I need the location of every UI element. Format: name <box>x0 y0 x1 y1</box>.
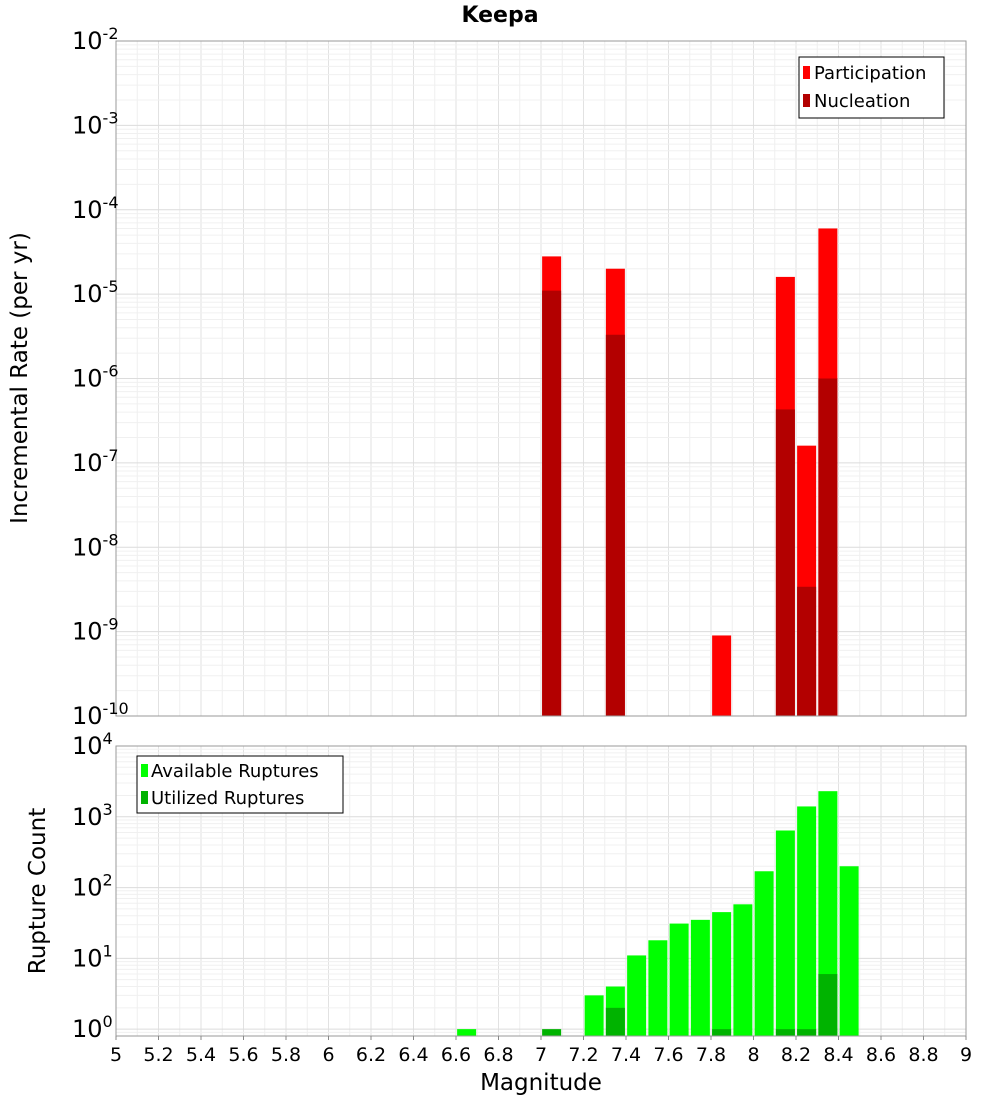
available-ruptures-bar <box>669 923 689 1036</box>
count-y-tick-label: 103 <box>72 800 113 831</box>
x-tick-label: 5.6 <box>228 1044 258 1066</box>
participation-legend-label: Participation <box>814 63 926 84</box>
utilized-ruptures-bar <box>775 1029 795 1036</box>
utilized-ruptures-bar <box>542 1029 562 1036</box>
available-ruptures-bar <box>457 1029 477 1036</box>
rate-y-tick-label: 10-10 <box>72 699 129 730</box>
available-ruptures-bar <box>733 904 753 1036</box>
available-legend-label: Available Ruptures <box>151 761 319 782</box>
count-y-ticks: 100 101 102 103 104 <box>72 729 113 1043</box>
rate-y-tick-label: 10-5 <box>72 277 119 308</box>
rate-bars <box>542 228 838 716</box>
x-tick-label: 6 <box>322 1044 334 1066</box>
available-ruptures-bar <box>839 866 859 1036</box>
x-axis-label: Magnitude <box>480 1070 602 1096</box>
rate-y-ticks: 10-10 10-9 10-8 10-7 10-6 10-5 10-4 10-3 10-2 <box>72 24 129 730</box>
x-tick-label: 8 <box>747 1044 759 1066</box>
nucleation-bar <box>797 586 817 716</box>
rate-y-tick-label: 10-2 <box>72 24 119 55</box>
count-y-tick-label: 101 <box>72 941 113 972</box>
nucleation-bar <box>775 409 795 716</box>
count-legend-box <box>136 755 344 814</box>
x-tick-label: 9 <box>960 1044 972 1066</box>
count-panel: 100 101 102 103 104 Rupture Count Available … <box>25 729 967 1043</box>
x-tick-label: 6.2 <box>356 1044 386 1066</box>
rate-y-tick-label: 10-8 <box>72 530 119 561</box>
rate-y-tick-label: 10-6 <box>72 362 119 393</box>
participation-bar <box>712 635 732 716</box>
x-tick-label: 7.2 <box>568 1044 598 1066</box>
x-tick-label: 8.2 <box>781 1044 811 1066</box>
x-tick-label: 8.6 <box>866 1044 896 1066</box>
available-ruptures-bar <box>584 995 604 1036</box>
utilized-ruptures-bar <box>712 1029 732 1036</box>
available-ruptures-bar <box>712 912 732 1036</box>
rate-legend-box <box>798 56 945 119</box>
x-tick-label: 5.8 <box>271 1044 301 1066</box>
x-tick-label: 8.4 <box>823 1044 853 1066</box>
count-y-axis-label: Rupture Count <box>25 808 51 974</box>
nucleation-legend-label: Nucleation <box>814 91 910 112</box>
chart-title: Keepa <box>461 3 538 28</box>
nucleation-bar <box>542 290 562 716</box>
nucleation-bar <box>605 334 625 716</box>
utilized-legend-label: Utilized Ruptures <box>151 788 304 809</box>
utilized-legend-swatch <box>141 791 148 804</box>
count-y-tick-label: 102 <box>72 871 113 902</box>
rate-legend: Participation Nucleation <box>798 56 945 119</box>
available-ruptures-bar <box>754 871 774 1036</box>
x-tick-label: 7.6 <box>653 1044 683 1066</box>
x-tick-label: 5.4 <box>186 1044 216 1066</box>
count-y-tick-label: 104 <box>72 729 113 760</box>
available-ruptures-bar <box>690 919 710 1036</box>
x-tick-label: 6.6 <box>441 1044 471 1066</box>
x-tick-label: 7 <box>535 1044 547 1066</box>
rate-grid <box>115 40 967 717</box>
nucleation-bar <box>818 378 838 716</box>
available-ruptures-bar <box>648 940 668 1036</box>
available-ruptures-bar <box>627 955 647 1036</box>
count-bars <box>457 791 859 1036</box>
x-tick-label: 5.2 <box>143 1044 173 1066</box>
x-tick-label: 7.8 <box>696 1044 726 1066</box>
x-tick-label: 7.4 <box>611 1044 641 1066</box>
x-tick-label: 6.4 <box>398 1044 428 1066</box>
rate-y-tick-label: 10-3 <box>72 108 119 139</box>
rate-y-tick-label: 10-4 <box>72 193 119 224</box>
count-y-tick-label: 100 <box>72 1012 113 1043</box>
rate-panel: 10-10 10-9 10-8 10-7 10-6 10-5 10-4 10-3 10-2 In… <box>7 24 967 730</box>
count-legend: Available Ruptures Utilized Ruptures <box>136 755 344 814</box>
participation-legend-swatch <box>803 66 810 79</box>
rate-y-tick-label: 10-9 <box>72 615 119 646</box>
x-tick-label: 5 <box>110 1044 122 1066</box>
rate-plot-border <box>115 40 967 717</box>
nucleation-legend-swatch <box>803 94 810 107</box>
rate-y-tick-label: 10-7 <box>72 446 119 477</box>
utilized-ruptures-bar <box>797 1029 817 1036</box>
available-ruptures-bar <box>797 806 817 1036</box>
utilized-ruptures-bar <box>605 1007 625 1036</box>
x-ticks: 5 5.2 5.4 5.6 5.8 6 6.2 6.4 6.6 6.8 7 7.2 7.4 7.6 7.8 8… <box>110 1036 972 1066</box>
rate-y-axis-label: Incremental Rate (per yr) <box>7 232 33 524</box>
utilized-ruptures-bar <box>818 974 838 1036</box>
available-legend-swatch <box>141 764 148 777</box>
available-ruptures-bar <box>775 830 795 1036</box>
x-tick-label: 6.8 <box>483 1044 513 1066</box>
x-tick-label: 8.8 <box>908 1044 938 1066</box>
